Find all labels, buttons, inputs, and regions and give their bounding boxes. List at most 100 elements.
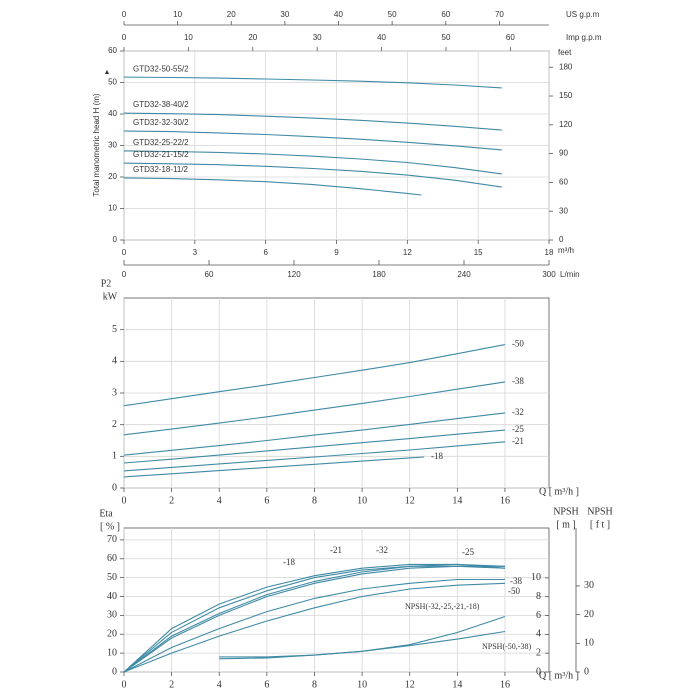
series-line <box>123 177 422 196</box>
y-tick-label: 0 <box>536 666 541 677</box>
series-label: NPSH(-32,-25,-21,-18) <box>405 602 480 611</box>
series-line <box>123 381 506 436</box>
x4-axis-label: L/min <box>560 270 580 279</box>
series-label: GTD32-25-22/2 <box>133 138 189 147</box>
y-tick-label: 0 <box>559 235 564 244</box>
series-label: GTD32-18-11/2 <box>133 165 189 174</box>
y-axis-label: Eta <box>99 508 113 519</box>
series-line <box>123 412 506 456</box>
x-tick-label: 18 <box>545 248 554 257</box>
y-tick-label: 20 <box>108 172 117 181</box>
y-tick-label: 8 <box>536 591 541 602</box>
y-tick-label: 0 <box>112 666 117 677</box>
x-tick-label: 12 <box>405 495 415 506</box>
y-tick-label: 5 <box>112 324 117 335</box>
series-label: -18 <box>283 557 295 567</box>
x-tick-label: 50 <box>442 33 451 42</box>
y-tick-label: 120 <box>559 120 573 129</box>
x-tick-label: 2 <box>169 495 174 506</box>
x-tick-label: 0 <box>122 33 127 42</box>
y-tick-label: 50 <box>108 78 117 87</box>
x-tick-label: 14 <box>452 679 462 690</box>
y-tick-label: 2 <box>536 647 541 658</box>
series-line <box>123 150 502 175</box>
x-tick-label: 0 <box>122 10 127 19</box>
x-tick-label: 15 <box>474 248 483 257</box>
series-label: GTD32-32-30/2 <box>133 118 189 127</box>
series-line <box>123 456 425 478</box>
y-tick-label: 30 <box>107 610 117 621</box>
y-tick-label: 10 <box>108 204 117 213</box>
series-line <box>123 565 505 673</box>
y-tick-label: 40 <box>107 591 117 602</box>
y-axis-unit: kW <box>103 291 118 302</box>
series-line <box>123 76 502 89</box>
y-tick-label: 50 <box>107 572 117 583</box>
x-tick-label: 4 <box>217 679 222 690</box>
x-tick-label: 70 <box>495 10 504 19</box>
y-tick-label: 4 <box>112 356 117 367</box>
series-label: -38 <box>512 376 524 386</box>
x-tick-label: 4 <box>217 495 222 506</box>
y-tick-label: 180 <box>559 62 573 71</box>
y-tick-label: 30 <box>108 141 117 150</box>
series-label: -18 <box>431 451 443 461</box>
x-tick-label: 0 <box>122 270 127 279</box>
series-line <box>219 630 506 660</box>
y-tick-label: 0 <box>584 666 589 677</box>
y-tick-label: 20 <box>107 629 117 640</box>
y-axis-label: P2 <box>101 278 112 289</box>
y-tick-label: 150 <box>559 91 573 100</box>
y-axis-label: Total manometric head H (m) <box>92 93 101 196</box>
x-tick-label: 12 <box>405 679 415 690</box>
x-tick-label: 20 <box>248 33 257 42</box>
series-line <box>123 563 506 673</box>
y-tick-label: 2 <box>112 419 117 430</box>
y-tick-label: 70 <box>107 534 117 545</box>
series-line <box>123 565 506 673</box>
x-tick-label: 0 <box>122 495 127 506</box>
series-line <box>123 344 506 407</box>
y2-axis-label: feet <box>558 48 572 57</box>
x-tick-label: 9 <box>334 248 339 257</box>
x-tick-label: 120 <box>287 270 301 279</box>
x-tick-label: 60 <box>506 33 515 42</box>
y2-axis-label: NPSH <box>553 506 579 517</box>
x-axis-label: m³/h <box>558 246 574 255</box>
x-tick-label: 0 <box>122 679 127 690</box>
y-tick-label: 60 <box>107 553 117 564</box>
series-label: -21 <box>330 545 342 555</box>
y2-axis-unit: [ m ] <box>556 519 575 530</box>
series-label: -32 <box>376 545 388 555</box>
y3-axis-unit: [ f t ] <box>590 519 610 530</box>
x-tick-label: 10 <box>357 679 367 690</box>
y-tick-label: 0 <box>112 482 117 493</box>
y-tick-label: 6 <box>536 610 541 621</box>
x-tick-label: 180 <box>372 270 386 279</box>
y-tick-label: 3 <box>112 387 117 398</box>
series-label: -25 <box>462 547 474 557</box>
axis-arrow: ▲ <box>104 69 111 76</box>
x-tick-label: 16 <box>500 679 510 690</box>
y-tick-label: 20 <box>584 609 594 620</box>
x-tick-label: 60 <box>205 270 214 279</box>
series-label: -25 <box>512 424 524 434</box>
x3-axis-label: Imp g.p.m <box>566 33 602 42</box>
x-tick-label: 6 <box>264 495 269 506</box>
y-tick-label: 0 <box>113 235 118 244</box>
y-tick-label: 4 <box>536 629 541 640</box>
series-label: -50 <box>512 339 524 349</box>
series-line <box>123 130 502 151</box>
y-tick-label: 10 <box>584 638 594 649</box>
x-tick-label: 240 <box>457 270 471 279</box>
series-line <box>123 162 502 188</box>
y-tick-label: 10 <box>531 572 541 583</box>
series-line <box>123 582 506 673</box>
x-axis-label: Q [ m³/h ] <box>539 670 579 681</box>
y-tick-label: 60 <box>108 46 117 55</box>
series-label: -32 <box>512 407 524 417</box>
y-tick-label: 10 <box>107 647 117 658</box>
y-tick-label: 1 <box>112 451 117 462</box>
x2-axis-label: US g.p.m <box>566 10 600 19</box>
x-tick-label: 40 <box>334 10 343 19</box>
